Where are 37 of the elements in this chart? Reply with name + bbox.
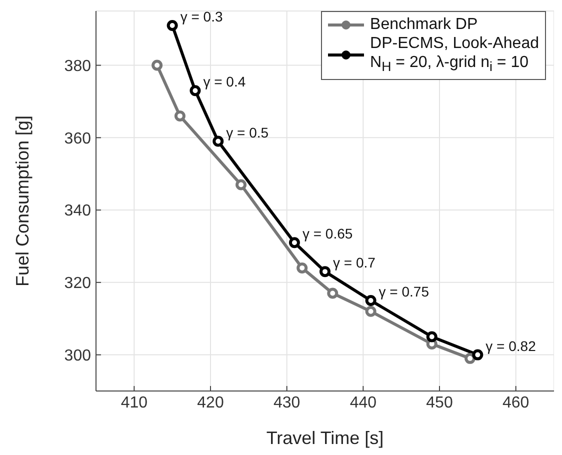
point xyxy=(152,60,163,71)
point xyxy=(174,110,186,122)
x-tick-label: 410 xyxy=(120,394,148,412)
point xyxy=(212,136,224,147)
y-axis-title: Fuel Consumption [g] xyxy=(12,115,32,287)
y-tick-label: 340 xyxy=(64,202,92,220)
point xyxy=(236,179,247,190)
x-tick-label: 450 xyxy=(426,394,453,412)
y-tick-label: 360 xyxy=(64,130,92,148)
y-tick-label: 320 xyxy=(64,275,92,292)
x-axis-title: Travel Time [s] xyxy=(266,428,384,448)
annotation: γ = 0.7 xyxy=(333,254,376,271)
legend-label: DP-ECMS, Look-Ahead N$_{H}$ = 20, λ-grid n$_{i}$ = 10 xyxy=(370,35,539,74)
x-tick-label: 460 xyxy=(502,394,530,412)
annotation: γ = 0.65 xyxy=(302,226,353,242)
annotation: γ = 0.3 xyxy=(180,8,223,24)
y-tick-label: 300 xyxy=(64,347,92,364)
point xyxy=(327,288,338,299)
point xyxy=(288,237,300,248)
point xyxy=(464,352,476,364)
annotation: γ = 0.82 xyxy=(486,338,536,354)
point xyxy=(472,349,484,360)
x-tick-label: 420 xyxy=(197,394,224,412)
point xyxy=(426,331,438,342)
annotation: γ = 0.5 xyxy=(226,124,269,140)
x-tick-label: 440 xyxy=(350,394,377,412)
x-tick-label: 430 xyxy=(273,394,300,412)
point xyxy=(365,295,376,306)
legend-label: Benchmark DP xyxy=(370,16,478,33)
point xyxy=(365,306,376,317)
annotation: γ = 0.75 xyxy=(378,284,430,300)
y-tick-label: 380 xyxy=(64,58,92,75)
annotation: γ = 0.4 xyxy=(203,74,246,90)
point xyxy=(166,20,178,31)
point xyxy=(320,266,330,278)
point xyxy=(296,262,308,274)
point xyxy=(190,85,201,96)
